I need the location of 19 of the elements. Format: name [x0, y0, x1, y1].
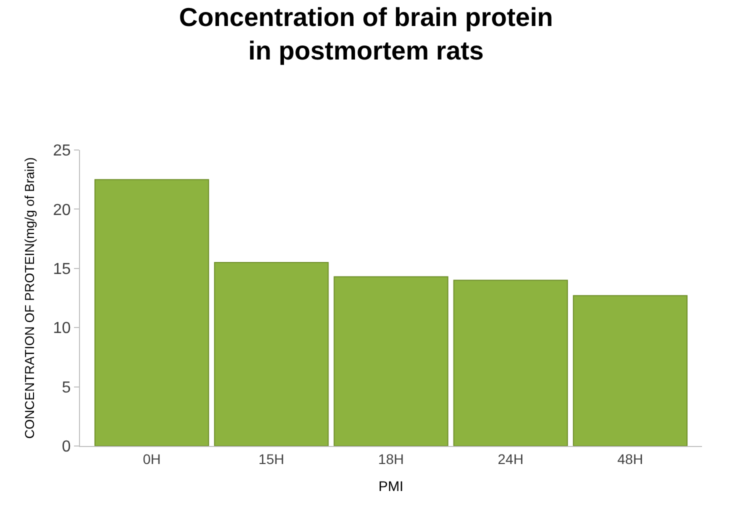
- y-tick-label: 0: [62, 438, 71, 456]
- y-tick-label: 10: [53, 320, 71, 338]
- y-tick-label: 20: [53, 202, 71, 219]
- bar: [572, 295, 688, 446]
- y-axis-title: CONCENTRATION OF PROTEIN(mg/g of Brain): [22, 157, 37, 439]
- y-tick-label: 25: [53, 142, 71, 160]
- x-tick-label: 18H: [378, 450, 404, 467]
- y-tick-label: 15: [53, 261, 71, 278]
- x-tick-label: 48H: [617, 450, 644, 467]
- x-tick-label: 15H: [258, 450, 284, 467]
- chart-title: Concentration of brain protein in postmortem rats: [178, 2, 554, 66]
- x-tick-label: 0H: [142, 450, 161, 467]
- bar: [453, 280, 568, 446]
- y-tick-label: 5: [62, 379, 71, 396]
- x-axis-title: PMI: [378, 478, 404, 494]
- bar: [214, 262, 329, 446]
- bar: [334, 276, 448, 446]
- x-tick-label: 24H: [498, 450, 524, 467]
- bar: [94, 179, 210, 446]
